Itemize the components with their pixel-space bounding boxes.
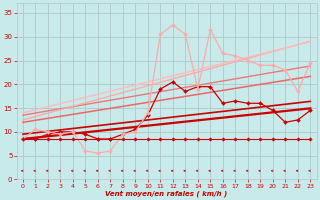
X-axis label: Vent moyen/en rafales ( km/h ): Vent moyen/en rafales ( km/h ) [106,190,228,197]
